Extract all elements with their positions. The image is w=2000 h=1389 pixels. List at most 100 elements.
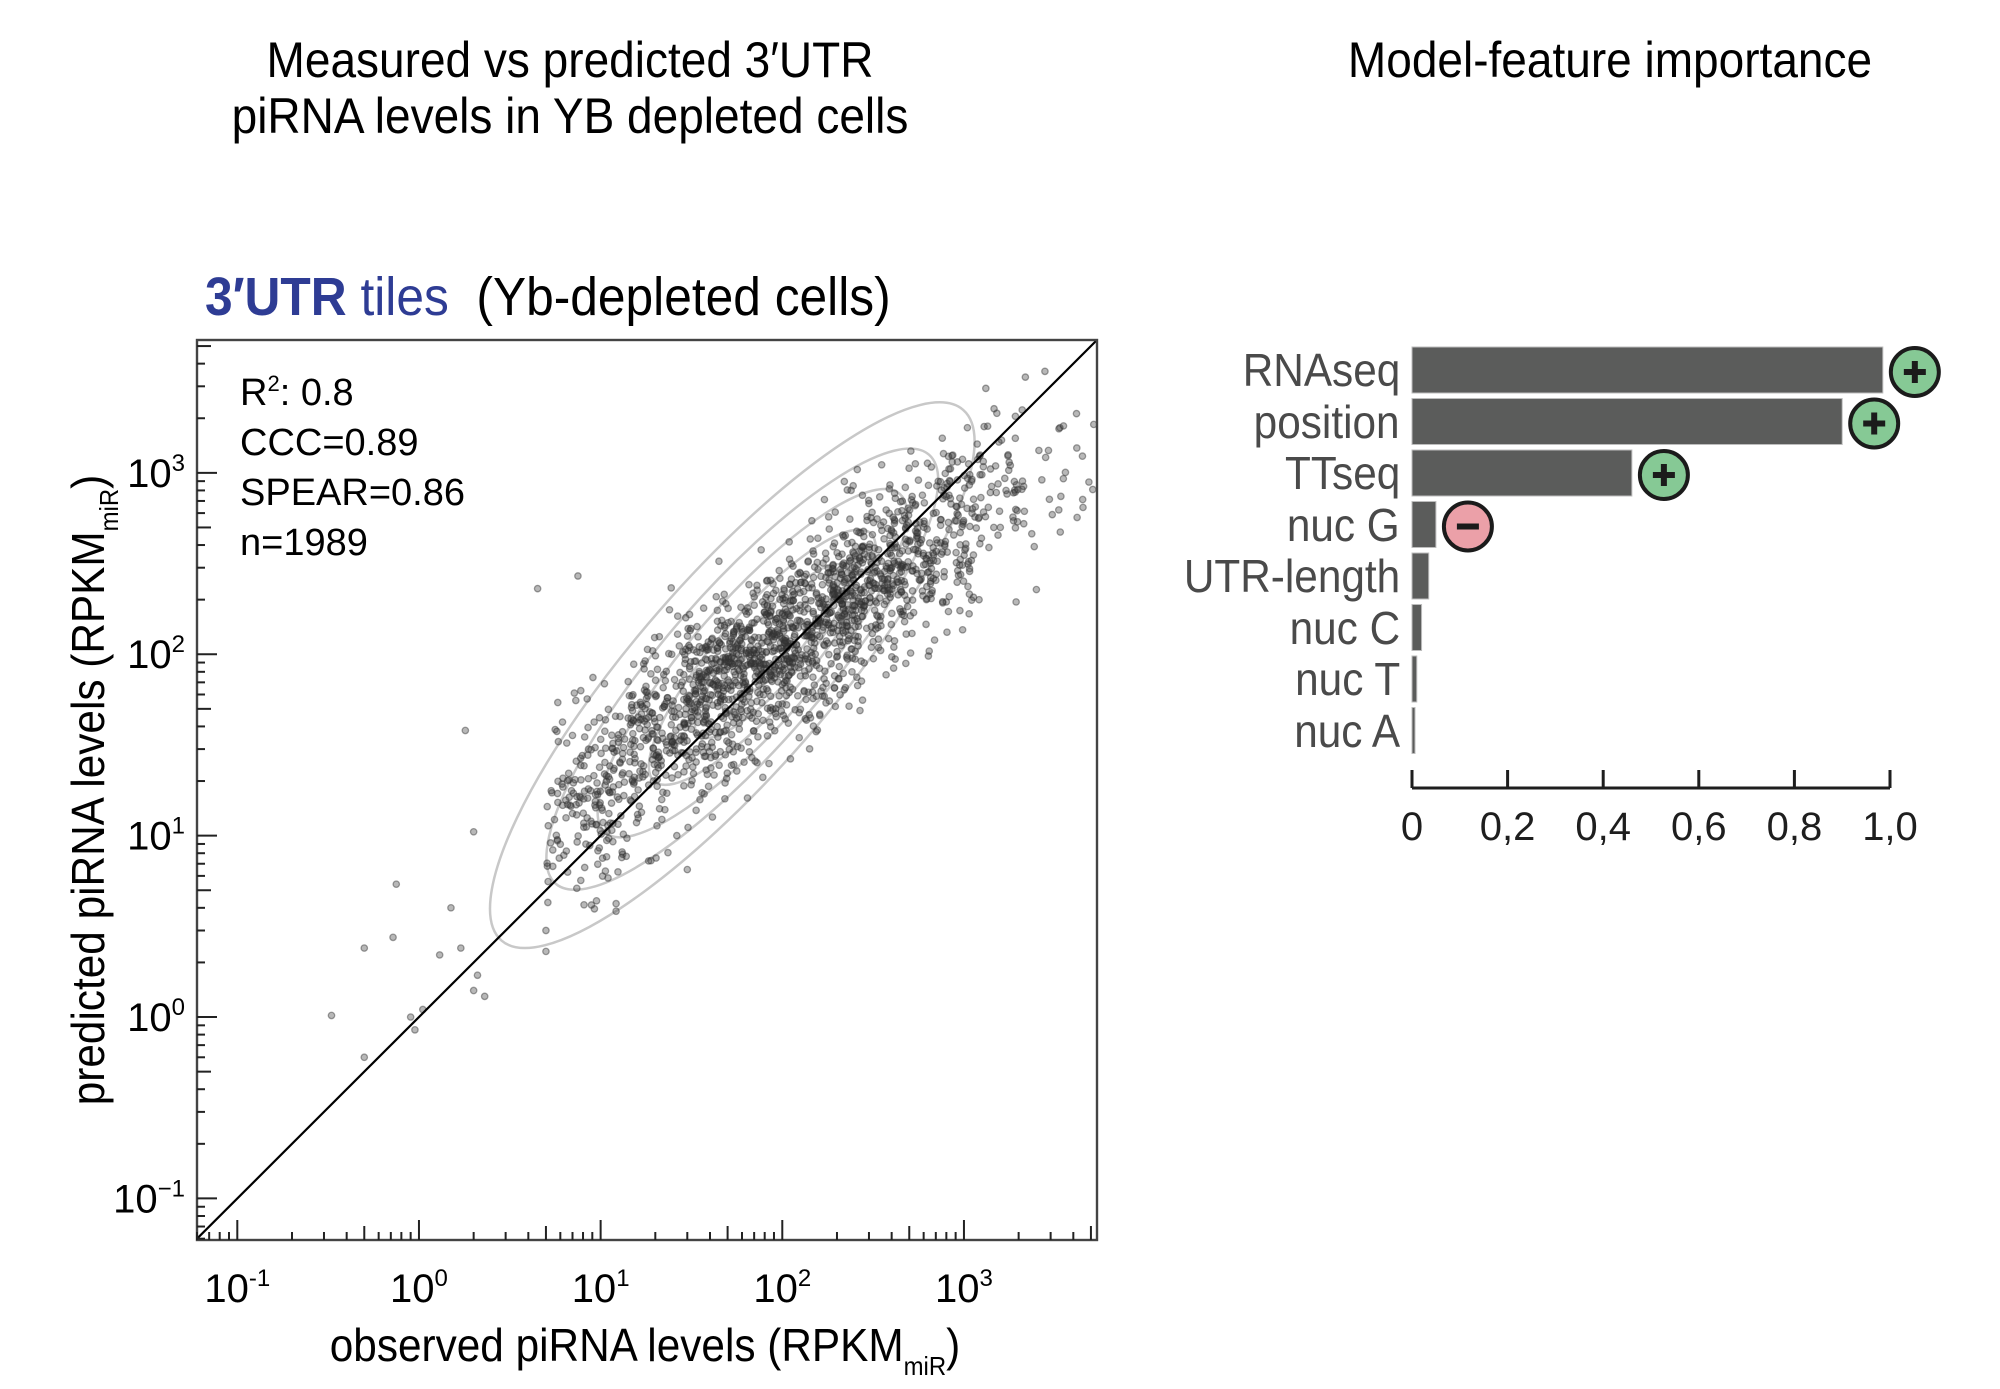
scatter-point <box>669 746 677 755</box>
scatter-point <box>870 606 879 615</box>
scatter-point <box>885 485 894 493</box>
scatter-point <box>848 571 856 580</box>
scatter-point <box>618 727 627 736</box>
scatter-point <box>722 665 731 674</box>
scatter-point <box>757 639 766 647</box>
scatter-point <box>724 695 733 704</box>
scatter-point <box>765 759 773 768</box>
scatter-point <box>723 769 732 777</box>
scatter-point <box>706 753 715 762</box>
scatter-point <box>627 703 636 712</box>
scatter-point <box>846 556 855 565</box>
scatter-point <box>986 488 995 497</box>
scatter-point <box>1010 486 1019 494</box>
scatter-point <box>748 714 756 722</box>
scatter-point <box>648 729 656 738</box>
importance-x-tick-label: 0,6 <box>1671 805 1727 849</box>
scatter-point <box>737 707 746 716</box>
scatter-point <box>933 557 942 566</box>
scatter-point <box>771 704 780 713</box>
y-tick-label: 10−1 <box>113 1175 185 1221</box>
scatter-point <box>851 606 860 615</box>
scatter-point <box>932 535 941 544</box>
scatter-point <box>681 710 689 719</box>
scatter-point <box>568 731 577 740</box>
scatter-point <box>967 477 976 486</box>
scatter-point <box>754 681 763 690</box>
scatter-point <box>746 705 755 713</box>
scatter-point <box>768 602 777 610</box>
scatter-point <box>717 694 726 703</box>
scatter-point-outlier <box>480 992 489 1001</box>
scatter-point <box>858 543 867 552</box>
scatter-point <box>812 727 820 736</box>
scatter-point <box>651 690 659 699</box>
scatter-point <box>857 570 865 579</box>
scatter-point <box>887 652 896 661</box>
scatter-point <box>905 537 914 546</box>
scatter-point <box>927 594 935 603</box>
scatter-point <box>838 550 846 559</box>
scatter-point <box>804 604 812 613</box>
scatter-point <box>869 518 878 527</box>
scatter-point <box>819 600 828 608</box>
scatter-point <box>818 692 827 701</box>
scatter-point <box>715 761 724 770</box>
scatter-point <box>983 422 992 431</box>
scatter-point <box>865 543 873 551</box>
scatter-point <box>1009 488 1018 497</box>
scatter-point <box>787 663 795 672</box>
scatter-point <box>794 623 803 632</box>
scatter-point <box>904 518 913 527</box>
scatter-point <box>629 729 637 738</box>
scatter-point <box>754 733 762 741</box>
scatter-point <box>779 599 788 608</box>
scatter-point <box>725 745 734 754</box>
scatter-point <box>941 469 950 478</box>
scatter-point <box>789 606 797 614</box>
scatter-point <box>624 714 632 722</box>
scatter-point <box>735 666 744 675</box>
scatter-point <box>844 622 852 631</box>
scatter-point <box>696 795 704 804</box>
scatter-point <box>750 650 759 659</box>
scatter-point <box>884 586 892 595</box>
scatter-point <box>782 701 791 709</box>
scatter-point <box>707 764 715 772</box>
scatter-point <box>808 628 816 636</box>
scatter-point <box>913 569 921 578</box>
scatter-point <box>555 854 564 862</box>
scatter-point <box>582 840 590 848</box>
scatter-point <box>655 713 664 722</box>
importance-bar <box>1411 552 1430 600</box>
scatter-point <box>971 503 980 511</box>
feature-label: RNAseq <box>1242 344 1400 396</box>
scatter-point <box>629 716 637 724</box>
scatter-point <box>883 524 892 533</box>
scatter-point <box>671 726 680 735</box>
scatter-point <box>699 718 708 727</box>
scatter-point <box>732 678 740 687</box>
scatter-point <box>726 643 735 652</box>
scatter-point <box>890 515 899 524</box>
scatter-point <box>723 721 731 730</box>
scatter-point <box>722 737 731 745</box>
scatter-point <box>1019 482 1028 491</box>
scatter-point <box>956 555 965 564</box>
scatter-point <box>614 780 623 789</box>
scatter-point <box>786 580 795 589</box>
scatter-point <box>723 684 732 693</box>
scatter-point <box>800 667 809 675</box>
scatter-point <box>802 695 810 704</box>
scatter-point <box>848 654 857 663</box>
scatter-point <box>627 718 636 727</box>
scatter-point <box>880 575 889 584</box>
scatter-point <box>748 619 756 627</box>
scatter-point <box>721 779 729 787</box>
scatter-point <box>829 564 837 573</box>
scatter-point <box>898 610 906 619</box>
scatter-point <box>781 593 790 602</box>
scatter-point <box>838 626 847 635</box>
scatter-point <box>644 735 652 743</box>
scatter-point <box>712 677 721 686</box>
